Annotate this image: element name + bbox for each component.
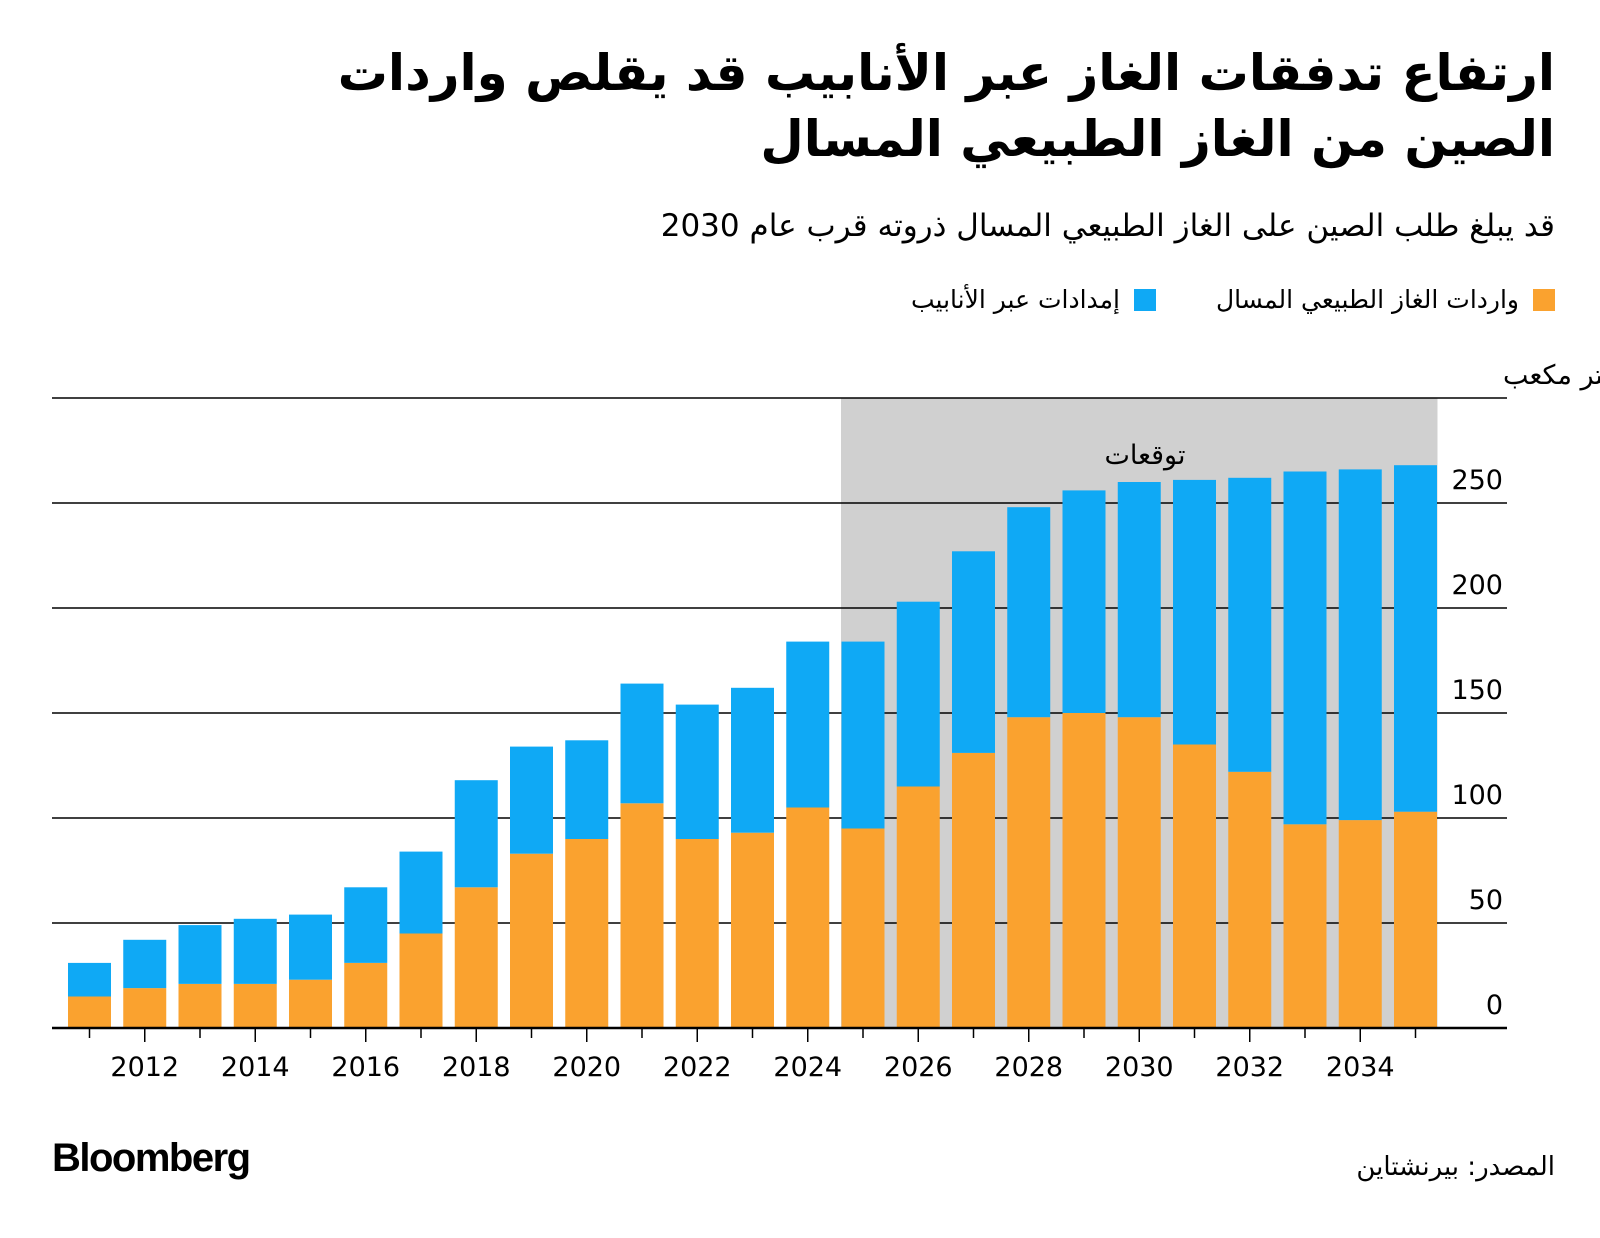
- bar-lng: [1394, 811, 1437, 1028]
- source-note: المصدر: بيرنشتاين: [1356, 1152, 1555, 1182]
- bar-pipeline: [1338, 469, 1382, 821]
- bar-lng: [952, 752, 995, 1028]
- bar-lng: [731, 832, 774, 1028]
- bar-pipeline: [1283, 471, 1327, 825]
- bar-pipeline: [68, 962, 111, 997]
- bar-lng: [1007, 717, 1051, 1028]
- bar-pipeline: [344, 887, 388, 963]
- x-tick-label: 2016: [331, 1052, 400, 1083]
- forecast-label: توقعات: [1104, 440, 1185, 471]
- x-tick-label: 2022: [663, 1052, 732, 1083]
- bar-pipeline: [565, 740, 609, 839]
- x-tick-label: 2024: [773, 1052, 842, 1083]
- bar-pipeline: [233, 918, 277, 984]
- bar-lng: [565, 839, 609, 1028]
- x-tick-label: 2030: [1105, 1052, 1174, 1083]
- bar-lng: [675, 839, 719, 1028]
- chart-subtitle: قد يبلغ طلب الصين على الغاز الطبيعي المس…: [660, 208, 1555, 244]
- bar-pipeline: [178, 925, 222, 984]
- bar-lng: [68, 996, 111, 1028]
- bar-pipeline: [123, 939, 167, 989]
- bar-lng: [510, 853, 553, 1028]
- x-tick-label: 2028: [994, 1052, 1063, 1083]
- bar-lng: [786, 807, 830, 1028]
- bar-lng: [1283, 824, 1327, 1028]
- x-tick-label: 2018: [442, 1052, 511, 1083]
- bar-pipeline: [1117, 482, 1161, 718]
- bar-lng: [896, 786, 940, 1028]
- y-tick-label: 50: [1469, 885, 1503, 916]
- bar-lng: [399, 933, 443, 1028]
- bar-pipeline: [399, 851, 443, 934]
- bar-pipeline: [1173, 479, 1216, 745]
- bar-pipeline: [952, 551, 995, 753]
- bar-pipeline: [1007, 507, 1051, 718]
- bar-pipeline: [896, 601, 940, 787]
- legend-item-pipeline: إمدادات عبر الأنابيب: [911, 285, 1156, 314]
- y-tick-label: 200: [1451, 570, 1503, 601]
- bar-lng: [1228, 771, 1272, 1028]
- legend-swatch-lng: [1533, 288, 1555, 311]
- legend-swatch-pipeline: [1133, 288, 1156, 311]
- bar-lng: [620, 803, 664, 1028]
- bar-lng: [289, 979, 332, 1028]
- bar-lng: [233, 983, 277, 1028]
- y-tick-label: 100: [1451, 780, 1503, 811]
- bar-lng: [1062, 713, 1106, 1028]
- bar-pipeline: [731, 687, 774, 833]
- legend-item-lng: واردات الغاز الطبيعي المسال: [1216, 285, 1555, 314]
- chart-title: ارتفاع تدفقات الغاز عبر الأنابيب قد يقلص…: [337, 44, 1555, 168]
- y-tick-label: 0: [1486, 990, 1503, 1021]
- x-tick-label: 2032: [1215, 1052, 1284, 1083]
- y-tick-label: 250: [1451, 465, 1503, 496]
- bar-pipeline: [786, 641, 830, 808]
- bar-pipeline: [289, 914, 332, 980]
- y-tick-label: 150: [1451, 675, 1503, 706]
- bar-pipeline: [1062, 490, 1106, 713]
- bar-pipeline: [841, 641, 885, 829]
- bar-lng: [1338, 820, 1382, 1028]
- bar-lng: [841, 828, 885, 1028]
- x-tick-label: 2026: [884, 1052, 953, 1083]
- x-tick-label: 2012: [110, 1052, 179, 1083]
- bar-lng: [344, 962, 388, 1028]
- bar-pipeline: [620, 683, 664, 804]
- bar-lng: [1173, 744, 1216, 1028]
- bar-pipeline: [675, 704, 719, 839]
- bar-pipeline: [454, 780, 498, 888]
- bar-lng: [454, 887, 498, 1028]
- x-tick-label: 2014: [221, 1052, 290, 1083]
- bar-lng: [1117, 717, 1161, 1028]
- bar-pipeline: [1228, 477, 1272, 772]
- legend: واردات الغاز الطبيعي المسال إمدادات عبر …: [851, 285, 1555, 314]
- bar-pipeline: [510, 746, 553, 854]
- legend-label-lng: واردات الغاز الطبيعي المسال: [1215, 285, 1519, 314]
- legend-label-pipeline: إمدادات عبر الأنابيب: [910, 285, 1120, 314]
- bloomberg-logo: Bloomberg: [52, 1136, 251, 1180]
- bar-lng: [123, 988, 167, 1028]
- bar-lng: [178, 983, 222, 1028]
- x-tick-label: 2034: [1326, 1052, 1395, 1083]
- bar-pipeline: [1394, 465, 1437, 812]
- x-tick-label: 2020: [552, 1052, 621, 1083]
- y-axis-unit-label: 300 مليار متر مكعب: [1503, 360, 1600, 391]
